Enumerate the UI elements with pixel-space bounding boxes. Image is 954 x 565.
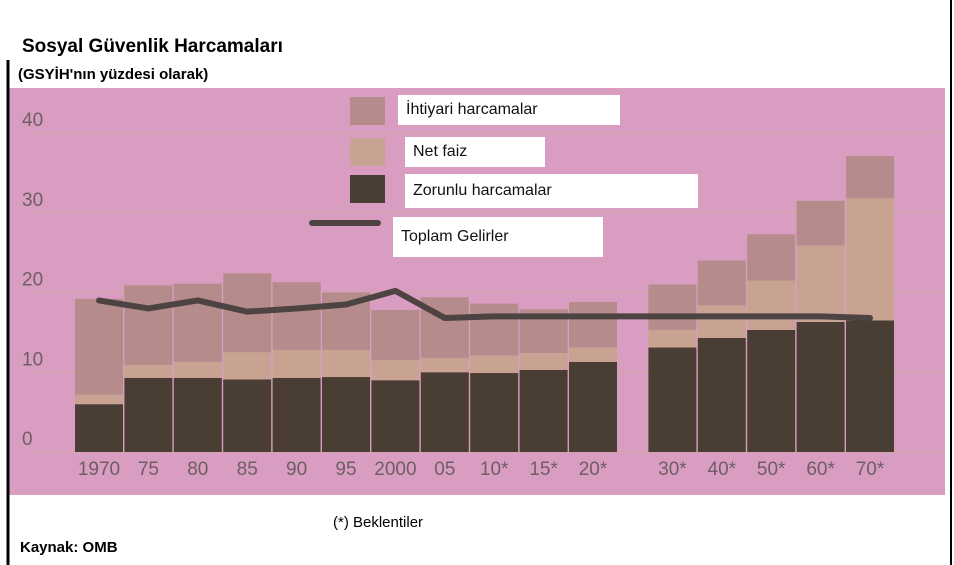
bar-segment: [173, 377, 222, 452]
bar-segment: [124, 365, 173, 378]
bar-segment: [648, 329, 697, 348]
legend-box: [405, 137, 545, 167]
bar-segment: [796, 245, 845, 323]
bar-segment: [747, 280, 796, 330]
bar-segment: [519, 353, 568, 370]
bar-segment: [796, 200, 845, 246]
y-tick-label: 30: [22, 190, 43, 211]
x-tick-label: 15*: [529, 459, 558, 480]
source: Kaynak: OMB: [20, 539, 118, 556]
bar-segment: [371, 360, 420, 381]
bar-segment: [75, 298, 123, 395]
y-tick-label: 0: [22, 429, 33, 450]
legend-label: Zorunlu harcamalar: [413, 182, 552, 199]
y-tick-label: 20: [22, 270, 43, 291]
bar-segment: [648, 284, 697, 330]
bar-segment: [569, 361, 617, 452]
bar-segment: [371, 310, 420, 361]
x-tick-label: 30*: [658, 459, 687, 480]
bar-segment: [846, 198, 894, 321]
line: [96, 287, 873, 322]
bar-segment: [470, 303, 519, 356]
bar-segment: [470, 355, 519, 374]
x-tick-label: 75: [138, 459, 159, 480]
bar-segment: [846, 156, 894, 199]
chart-title: Sosyal Güvenlik Harcamaları: [22, 36, 283, 57]
bar-segment: [747, 234, 796, 281]
legend-box: [398, 95, 620, 125]
bar-segment: [569, 302, 617, 348]
x-tick-label: 60*: [806, 459, 835, 480]
bar-segment: [697, 337, 746, 452]
bar-segment: [322, 377, 370, 452]
bar-segment: [519, 369, 568, 452]
bar-segment: [223, 352, 272, 380]
bar-segment: [272, 377, 321, 452]
bar-segment: [272, 282, 321, 350]
x-tick-label: 2000: [374, 459, 416, 480]
x-tick-label: 85: [237, 459, 258, 480]
bar-segment: [173, 361, 222, 378]
bar-segment: [124, 285, 173, 366]
bar-segment: [470, 373, 519, 452]
bar-segment: [648, 347, 697, 452]
bar-segment: [420, 372, 469, 452]
bar-segment: [846, 320, 894, 452]
legend-box: [405, 174, 698, 208]
bar-segment: [697, 305, 746, 338]
x-tick-label: 1970: [78, 459, 120, 480]
x-tick-label: 10*: [480, 459, 509, 480]
bar-segment: [747, 329, 796, 452]
x-tick-label: 20*: [579, 459, 608, 480]
chart-subtitle: (GSYİH'nın yüzdesi olarak): [18, 66, 208, 83]
bar-segment: [420, 357, 469, 373]
bar-segment: [796, 322, 845, 452]
bar-segment: [569, 347, 617, 362]
bar-segment: [75, 394, 123, 405]
legend-swatch: [350, 138, 385, 166]
legend-box: [393, 217, 603, 257]
note: (*) Beklentiler: [333, 514, 423, 531]
x-tick-label: 70*: [856, 459, 885, 480]
x-tick-label: 50*: [757, 459, 786, 480]
x-tick-label: 90: [286, 459, 307, 480]
legend-swatch: [350, 175, 385, 203]
bar-segment: [75, 404, 123, 452]
bar-segment: [223, 379, 272, 452]
x-tick-label: 05: [434, 459, 455, 480]
x-tick-label: 95: [335, 459, 356, 480]
bar-segment: [124, 377, 173, 452]
y-tick-label: 40: [22, 110, 43, 131]
legend-swatch: [350, 97, 385, 125]
x-tick-label: 40*: [708, 459, 737, 480]
bar-segment: [697, 260, 746, 306]
legend-label: Toplam Gelirler: [401, 228, 509, 245]
bar-segment: [371, 380, 420, 452]
x-tick-label: 80: [187, 459, 208, 480]
legend-label: Net faiz: [413, 143, 467, 160]
bar-segment: [272, 349, 321, 378]
bar-segment: [173, 283, 222, 362]
bar-segment: [322, 349, 370, 378]
y-tick-label: 10: [22, 349, 43, 370]
legend-label: İhtiyari harcamalar: [406, 99, 538, 118]
